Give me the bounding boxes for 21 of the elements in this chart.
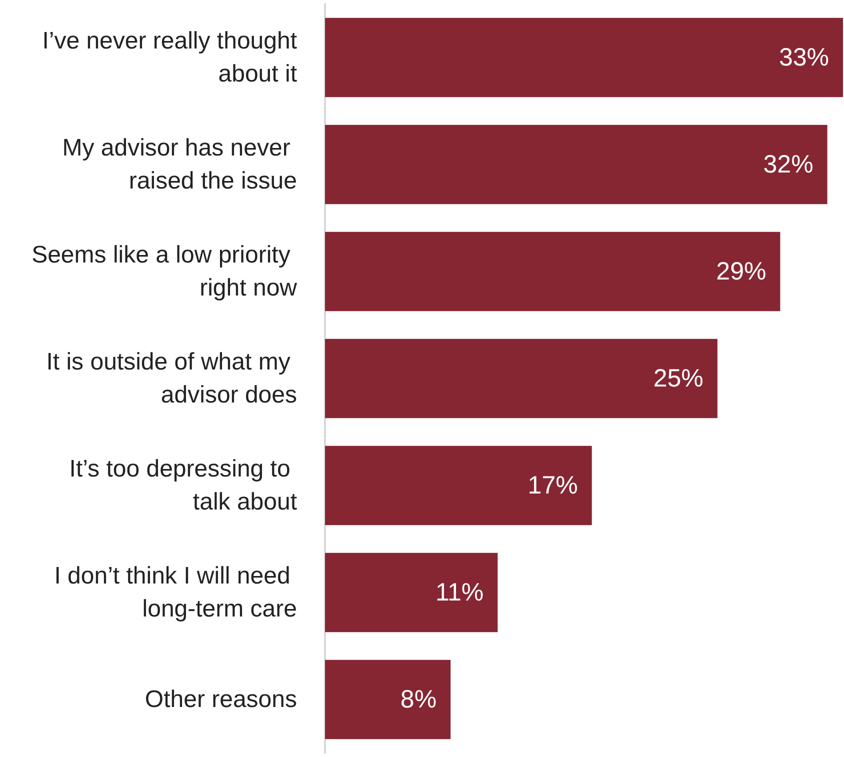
data-label: 17% [528, 472, 578, 500]
y-tick-label: I’ve never really thought about it [42, 28, 298, 88]
bar [325, 18, 843, 98]
bar [325, 660, 451, 740]
y-tick-label: It’s too depressing to talk about [69, 456, 298, 516]
data-label: 29% [716, 258, 766, 286]
data-label: 33% [778, 44, 829, 72]
bar [325, 338, 718, 418]
y-tick-label: My advisor has never raised the issue [62, 134, 297, 194]
data-label: 32% [763, 150, 814, 178]
y-tick-label: Other reasons [144, 686, 297, 713]
y-tick-label: It is outside of what my advisor does [46, 348, 297, 408]
y-tick-label: I don’t think I will need long-term care [54, 562, 297, 622]
y-tick-label: Seems like a low priority right now [32, 242, 298, 302]
bar [325, 124, 828, 204]
data-label: 8% [400, 686, 437, 714]
data-label: 11% [435, 578, 484, 606]
bar [325, 552, 498, 632]
data-label: 25% [653, 364, 704, 392]
bar [325, 446, 592, 526]
bar [325, 232, 780, 312]
